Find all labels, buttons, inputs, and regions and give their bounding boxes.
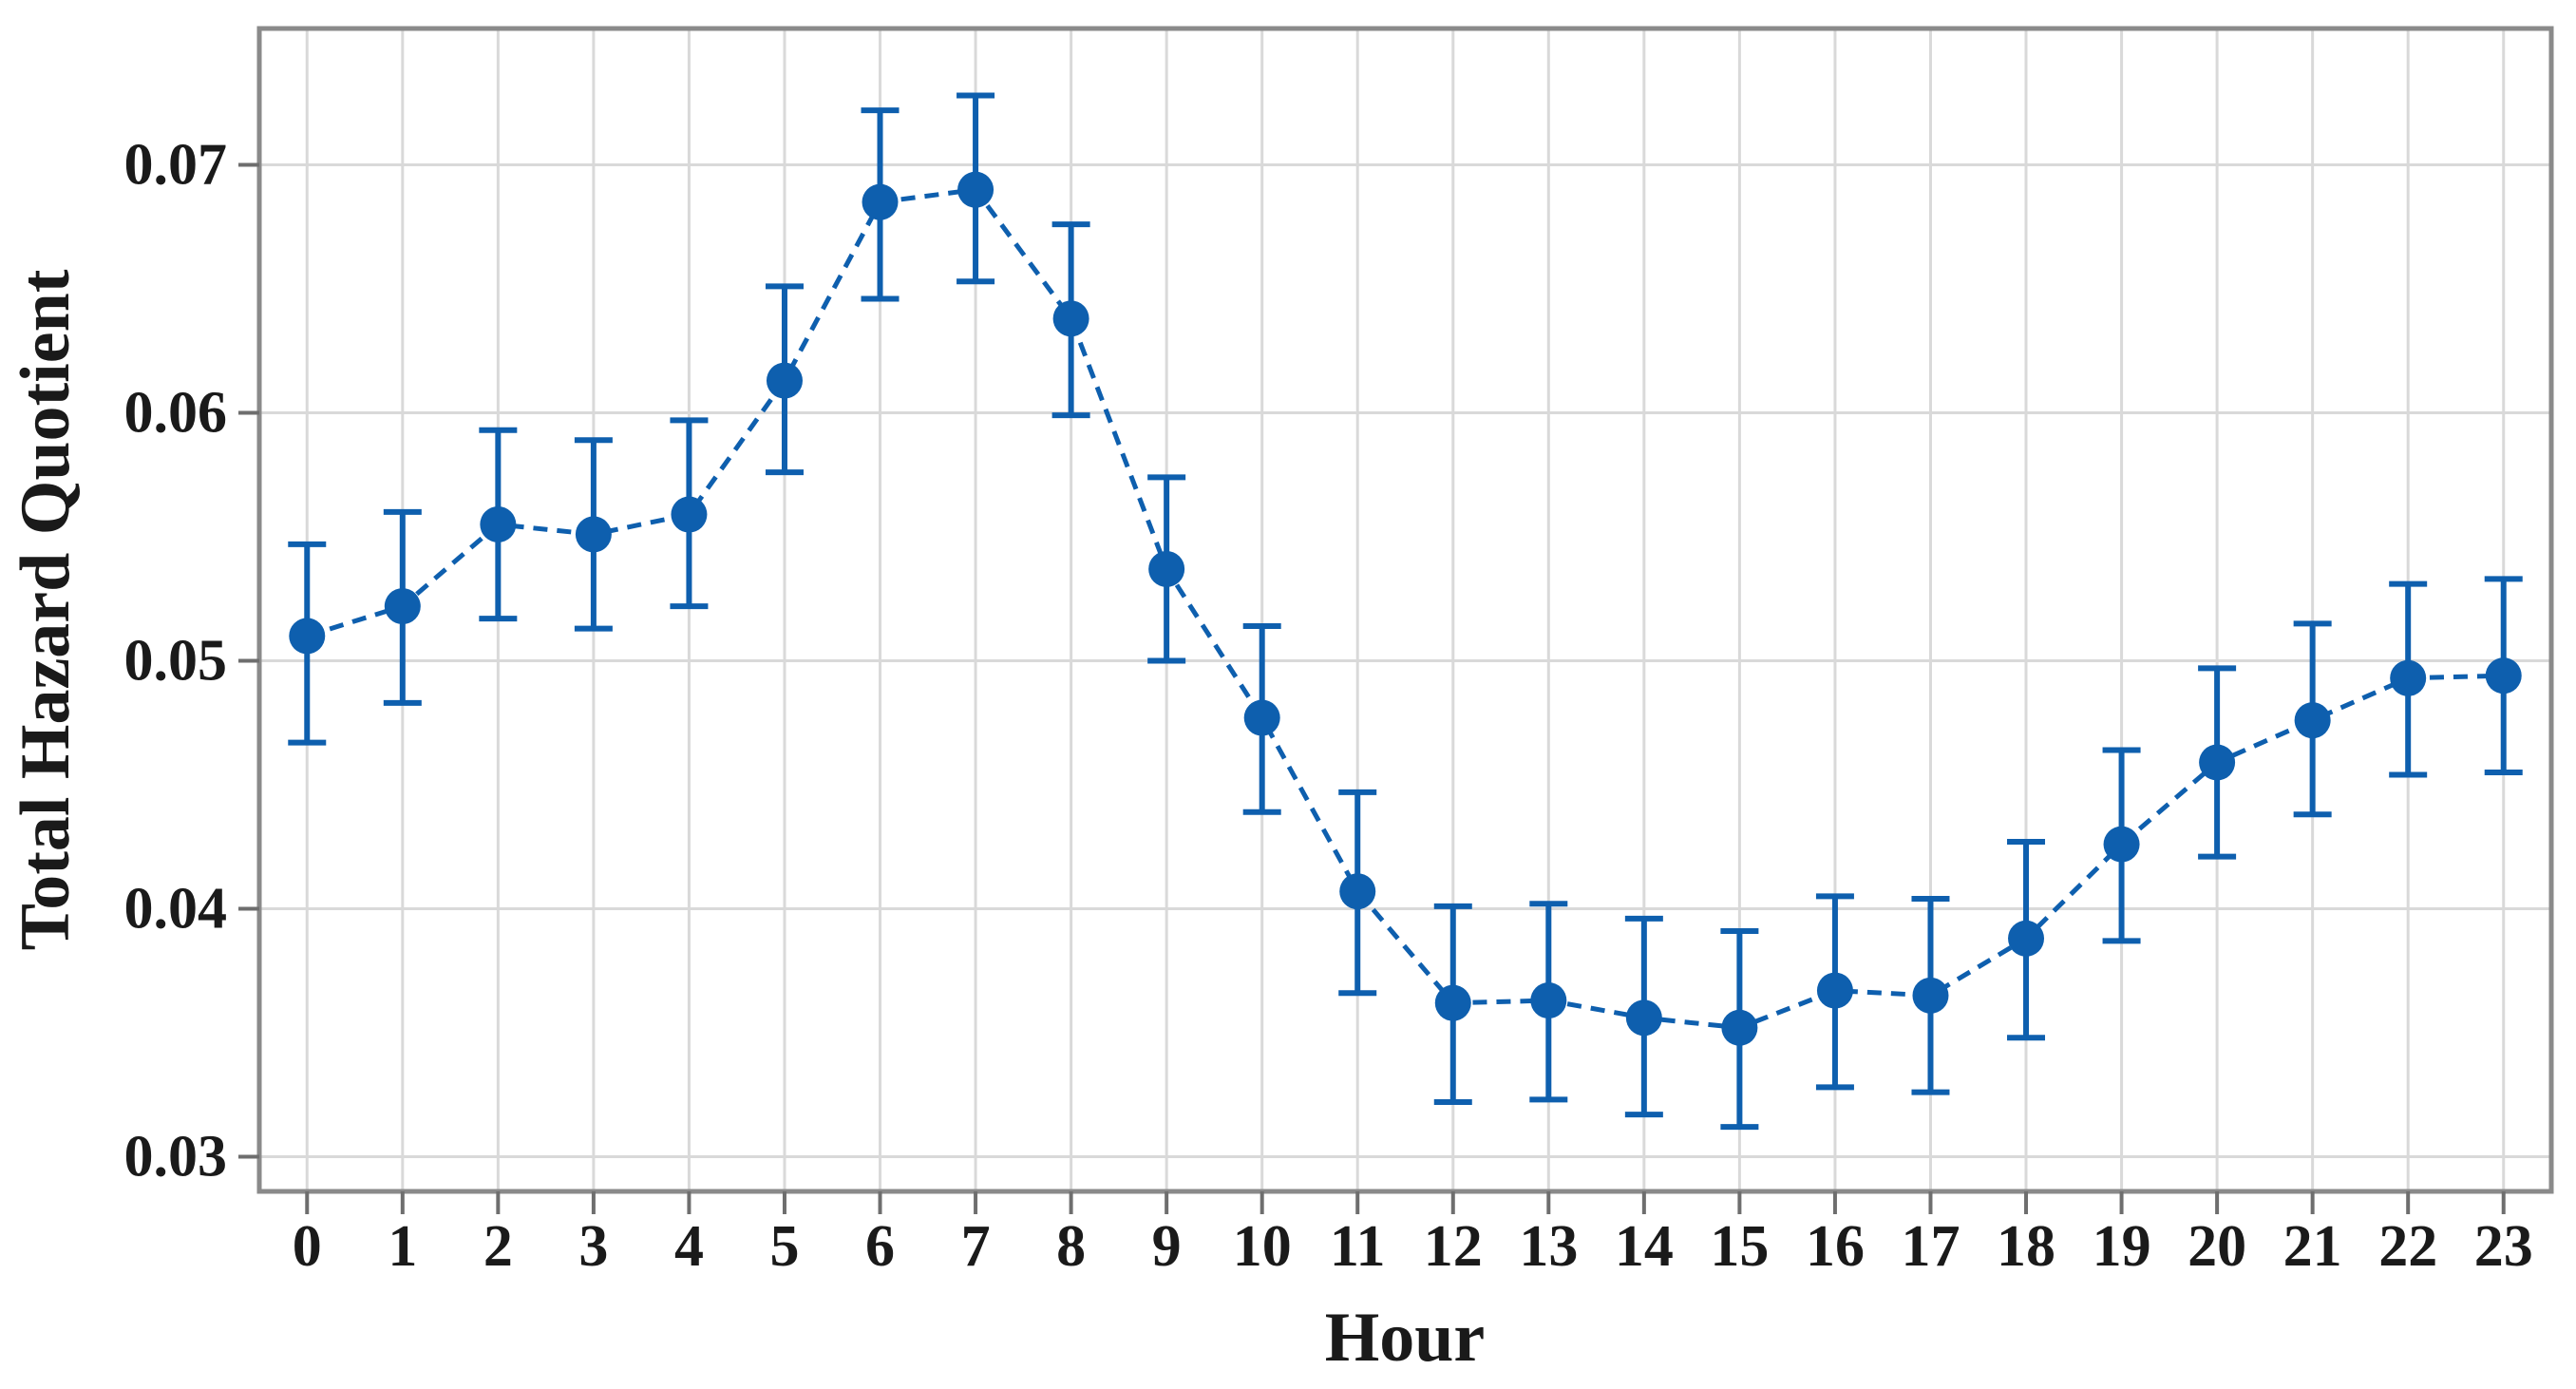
data-point-marker	[1052, 300, 1089, 337]
x-tick-label: 17	[1901, 1214, 1960, 1279]
data-point-marker	[671, 496, 708, 533]
error-bars	[288, 92, 2523, 1131]
x-tick-label: 12	[1424, 1214, 1483, 1279]
data-point-marker	[1721, 1009, 1758, 1046]
data-point-marker	[2485, 657, 2522, 694]
x-tick-label: 19	[2093, 1214, 2151, 1279]
data-point-marker	[1243, 699, 1280, 736]
x-tick-label: 22	[2378, 1214, 2437, 1279]
tick-marks	[238, 162, 2506, 1214]
data-point-marker	[957, 171, 994, 208]
data-point-marker	[2390, 659, 2427, 696]
x-tick-label: 20	[2188, 1214, 2246, 1279]
data-point-marker	[1816, 972, 1853, 1009]
data-point-marker	[1530, 982, 1567, 1019]
data-point-marker	[1434, 984, 1471, 1021]
data-point-marker	[2294, 702, 2331, 739]
x-tick-label: 21	[2283, 1214, 2342, 1279]
data-point-marker	[862, 183, 899, 220]
gridlines	[259, 29, 2551, 1191]
x-tick-label: 10	[1233, 1214, 1292, 1279]
x-tick-label: 15	[1710, 1214, 1769, 1279]
x-tick-label: 14	[1615, 1214, 1674, 1279]
x-tick-label: 23	[2474, 1214, 2533, 1279]
x-tick-label: 9	[1152, 1214, 1182, 1279]
y-tick-label: 0.05	[124, 629, 228, 694]
plot-border	[256, 26, 2554, 1194]
x-tick-label: 6	[865, 1214, 895, 1279]
data-point-marker	[2103, 826, 2140, 863]
data-point-marker	[384, 588, 421, 625]
y-tick-label: 0.06	[124, 381, 228, 446]
x-tick-label: 18	[1997, 1214, 2055, 1279]
y-axis-title: Total Hazard Quotient	[7, 269, 85, 950]
axes-spines	[256, 26, 2554, 1194]
data-point-marker	[575, 516, 612, 553]
x-axis-title: Hour	[1325, 1299, 1486, 1377]
data-point-marker	[2008, 920, 2045, 957]
y-tick-label: 0.04	[124, 876, 228, 941]
data-point-marker	[1912, 977, 1949, 1014]
x-tick-label: 16	[1806, 1214, 1865, 1279]
series-line	[306, 186, 2504, 1031]
data-point-marker	[2199, 744, 2236, 781]
x-tick-label: 13	[1519, 1214, 1578, 1279]
x-tick-label: 2	[483, 1214, 513, 1279]
data-point-marker	[1625, 999, 1662, 1037]
x-tick-label: 0	[293, 1214, 322, 1279]
x-tick-label: 8	[1056, 1214, 1086, 1279]
x-tick-label: 3	[578, 1214, 608, 1279]
x-tick-label: 7	[961, 1214, 991, 1279]
data-point-marker	[1148, 550, 1185, 587]
plot-area	[259, 29, 2551, 1191]
series-path	[306, 186, 2504, 1031]
x-tick-label: 1	[388, 1214, 417, 1279]
y-tick-label: 0.07	[124, 133, 228, 198]
data-point-marker	[480, 505, 517, 542]
x-tick-label: 4	[674, 1214, 704, 1279]
tick-labels: 0.070.060.050.040.030 1 2 3 4 5 6 7 8 9 10 11 12 13 14…	[124, 133, 2533, 1279]
data-point-marker	[289, 618, 326, 655]
data-point-marker	[766, 362, 803, 399]
data-point-marker	[1339, 873, 1376, 910]
data-points	[289, 171, 2522, 1046]
x-tick-label: 5	[769, 1214, 799, 1279]
y-tick-label: 0.03	[124, 1124, 228, 1189]
x-tick-label: 11	[1330, 1214, 1386, 1279]
